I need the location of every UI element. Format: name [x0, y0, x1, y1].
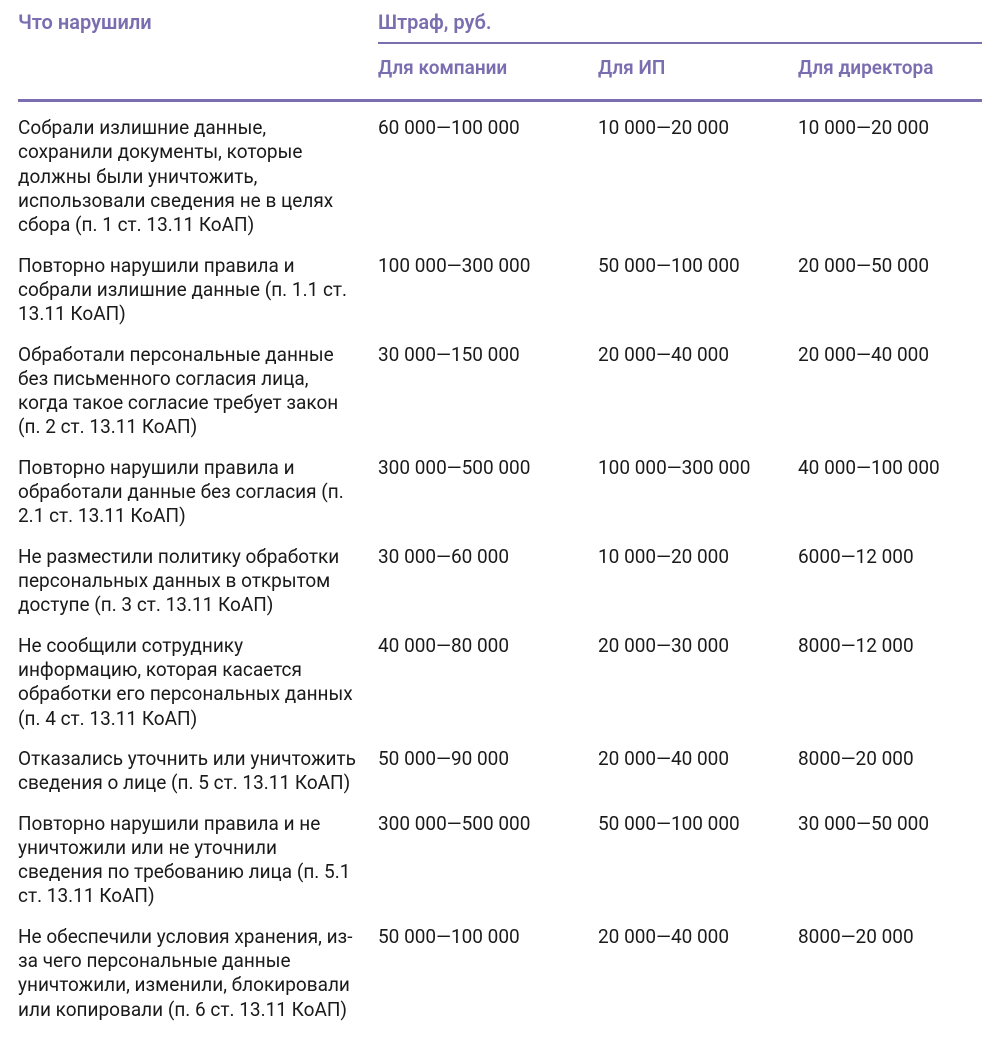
fine-director-cell: 6000—12 000	[798, 545, 982, 569]
fine-director-cell: 40 000—100 000	[798, 456, 982, 480]
violation-cell: Не сообщили сотруднику информацию, котор…	[18, 634, 378, 731]
fine-ip-cell: 10 000—20 000	[598, 116, 798, 140]
subheader-row: Для компании Для ИП Для директора	[378, 42, 982, 91]
table-row: Повторно нарушили правила и собрали изли…	[18, 254, 982, 343]
fine-ip-cell: 20 000—40 000	[598, 747, 798, 771]
fine-company-cell: 60 000—100 000	[378, 116, 598, 140]
header-fine-group: Штраф, руб.	[378, 10, 982, 34]
table-body: Собрали излишние данные, сохранили докум…	[18, 116, 982, 1038]
fine-director-cell: 8000—20 000	[798, 747, 982, 771]
fine-company-cell: 50 000—100 000	[378, 925, 598, 949]
table-header-row: Что нарушили Штраф, руб.	[18, 10, 982, 42]
fine-company-cell: 300 000—500 000	[378, 456, 598, 480]
fine-company-cell: 30 000—150 000	[378, 343, 598, 367]
violation-cell: Повторно нарушили правила и обработали д…	[18, 456, 378, 529]
fine-ip-cell: 20 000—40 000	[598, 343, 798, 367]
table-row: Собрали излишние данные, сохранили докум…	[18, 116, 982, 254]
fine-director-cell: 8000—20 000	[798, 925, 982, 949]
fine-director-cell: 20 000—50 000	[798, 254, 982, 278]
table-row: Не разместили политику обработки персона…	[18, 545, 982, 634]
fine-director-cell: 20 000—40 000	[798, 343, 982, 367]
table-row: Повторно нарушили правила и обработали д…	[18, 456, 982, 545]
violation-cell: Обработали персональные данные без письм…	[18, 343, 378, 440]
violation-cell: Повторно нарушили правила и собрали изли…	[18, 254, 378, 327]
fines-table: Что нарушили Штраф, руб. Для компании Дл…	[18, 10, 982, 1038]
table-row: Отказались уточнить или уничтожить сведе…	[18, 747, 982, 812]
table-row: Не сообщили сотруднику информацию, котор…	[18, 634, 982, 747]
fine-ip-cell: 20 000—30 000	[598, 634, 798, 658]
fine-director-cell: 10 000—20 000	[798, 116, 982, 140]
table-row: Обработали персональные данные без письм…	[18, 343, 982, 456]
header-violation: Что нарушили	[18, 10, 378, 34]
header-ip: Для ИП	[598, 56, 798, 79]
fine-ip-cell: 20 000—40 000	[598, 925, 798, 949]
fine-director-cell: 8000—12 000	[798, 634, 982, 658]
table-subheader-wrapper: Для компании Для ИП Для директора	[18, 42, 982, 99]
violation-cell: Повторно нарушили правила и не уничтожил…	[18, 812, 378, 909]
fine-ip-cell: 50 000—100 000	[598, 254, 798, 278]
fine-ip-cell: 100 000—300 000	[598, 456, 798, 480]
fine-ip-cell: 10 000—20 000	[598, 545, 798, 569]
table-row: Не обеспечили условия хранения, из-за че…	[18, 925, 982, 1038]
violation-cell: Отказались уточнить или уничтожить сведе…	[18, 747, 378, 796]
header-company: Для компании	[378, 56, 598, 79]
fine-director-cell: 30 000—50 000	[798, 812, 982, 836]
violation-cell: Не разместили политику обработки персона…	[18, 545, 378, 618]
header-director: Для директора	[798, 56, 982, 79]
fine-company-cell: 40 000—80 000	[378, 634, 598, 658]
header-divider	[18, 99, 982, 102]
violation-cell: Собрали излишние данные, сохранили докум…	[18, 116, 378, 238]
violation-cell: Не обеспечили условия хранения, из-за че…	[18, 925, 378, 1022]
fine-company-cell: 300 000—500 000	[378, 812, 598, 836]
fine-company-cell: 100 000—300 000	[378, 254, 598, 278]
table-row: Повторно нарушили правила и не уничтожил…	[18, 812, 982, 925]
fine-company-cell: 30 000—60 000	[378, 545, 598, 569]
fine-company-cell: 50 000—90 000	[378, 747, 598, 771]
fine-ip-cell: 50 000—100 000	[598, 812, 798, 836]
